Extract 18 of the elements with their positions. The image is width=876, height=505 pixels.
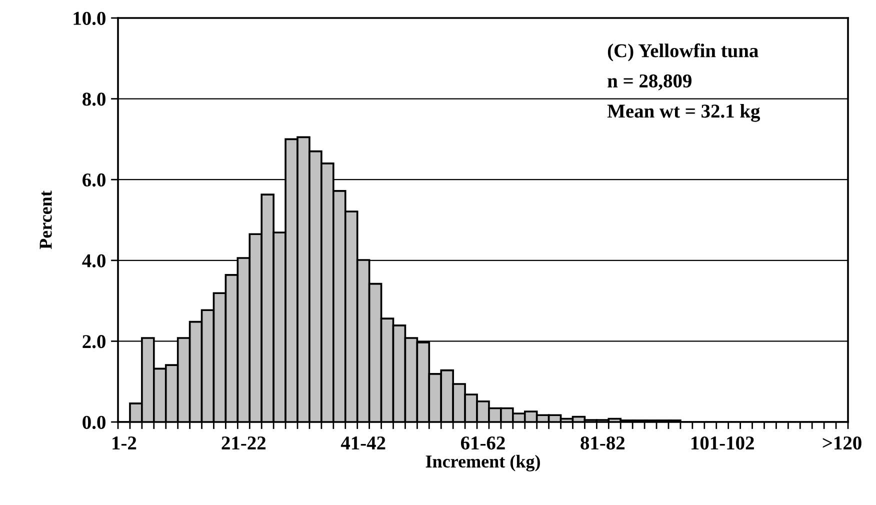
x-tick-label: 1-2 [112, 436, 136, 450]
x-tick-label: 81-82 [580, 436, 625, 450]
annotation: Mean wt = 32.1 kg [607, 104, 760, 122]
y-axis-title: Percent [40, 190, 52, 250]
x-tick-label: >120 [822, 436, 862, 450]
x-axis-title: Increment (kg) [426, 454, 540, 472]
y-tick-label: 8.0 [82, 92, 106, 106]
y-tick-label: 6.0 [82, 173, 106, 187]
annotation: (C) Yellowfin tuna [608, 43, 758, 62]
x-tick-label: 61-62 [460, 436, 505, 450]
y-tick-label: 2.0 [82, 335, 106, 348]
y-tick-label: 10.0 [74, 12, 106, 26]
y-tick-label: 4.0 [82, 254, 106, 268]
annotation: n = 28,809 [608, 74, 692, 90]
x-tick-label: 101-102 [692, 436, 754, 450]
x-tick-label: 41-42 [340, 436, 386, 450]
y-tick-label: 0.0 [82, 416, 106, 430]
x-tick-label: 21-22 [222, 436, 266, 450]
